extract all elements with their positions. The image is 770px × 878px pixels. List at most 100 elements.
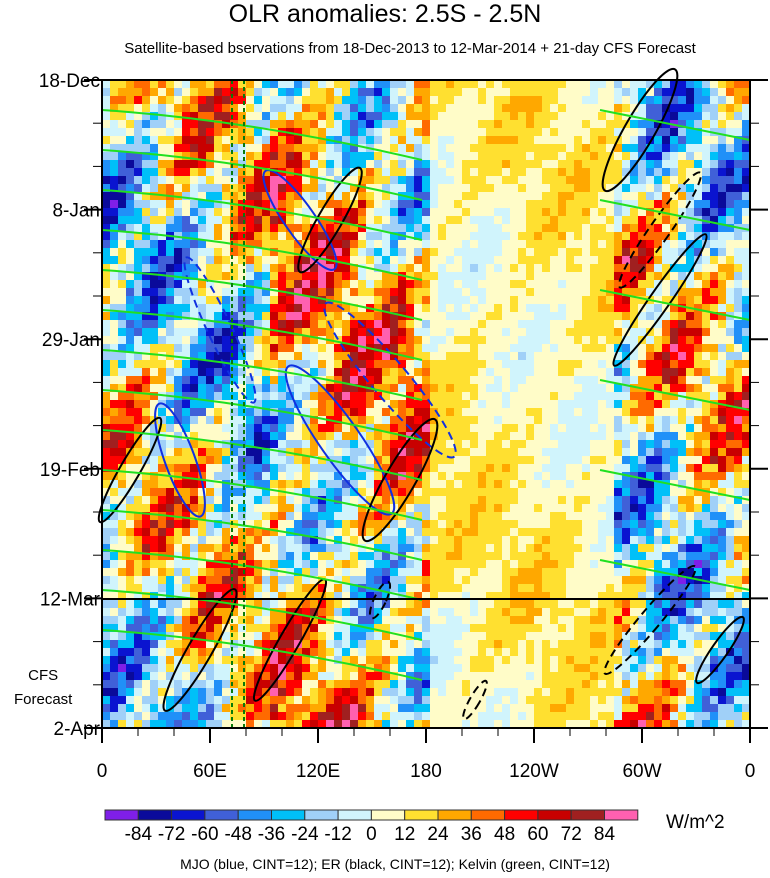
field-cell [718, 104, 726, 112]
field-cell [150, 120, 158, 128]
field-cell [110, 408, 118, 416]
field-cell [390, 192, 398, 200]
field-cell [238, 160, 246, 168]
field-cell [294, 552, 302, 560]
field-cell [238, 328, 246, 336]
field-cell [526, 288, 534, 296]
field-cell [550, 80, 558, 88]
field-cell [398, 480, 406, 488]
field-cell [390, 264, 398, 272]
field-cell [630, 384, 638, 392]
field-cell [342, 480, 350, 488]
field-cell [318, 248, 326, 256]
field-cell [510, 544, 518, 552]
field-cell [158, 176, 166, 184]
field-cell [310, 248, 318, 256]
field-cell [574, 280, 582, 288]
field-cell [294, 392, 302, 400]
field-cell [718, 496, 726, 504]
field-cell [134, 432, 142, 440]
field-cell [342, 520, 350, 528]
field-cell [182, 560, 190, 568]
field-cell [702, 96, 710, 104]
field-cell [158, 360, 166, 368]
field-cell [614, 328, 622, 336]
field-cell [454, 216, 462, 224]
field-cell [150, 320, 158, 328]
field-cell [638, 296, 646, 304]
field-cell [718, 256, 726, 264]
field-cell [374, 544, 382, 552]
field-cell [158, 496, 166, 504]
field-cell [678, 144, 686, 152]
field-cell [350, 424, 358, 432]
field-cell [742, 520, 750, 528]
field-cell [230, 536, 238, 544]
field-cell [190, 464, 198, 472]
field-cell [654, 184, 662, 192]
field-cell [294, 520, 302, 528]
field-cell [382, 416, 390, 424]
field-cell [230, 304, 238, 312]
field-cell [190, 208, 198, 216]
field-cell [110, 96, 118, 104]
field-cell [390, 536, 398, 544]
field-cell [342, 544, 350, 552]
field-cell [414, 120, 422, 128]
field-cell [622, 424, 630, 432]
field-cell [622, 320, 630, 328]
field-cell [230, 552, 238, 560]
field-cell [126, 112, 134, 120]
field-cell [206, 416, 214, 424]
field-cell [422, 128, 430, 136]
field-cell [718, 312, 726, 320]
field-cell [566, 296, 574, 304]
field-cell [478, 120, 486, 128]
field-cell [110, 184, 118, 192]
field-cell [550, 136, 558, 144]
field-cell [206, 432, 214, 440]
field-cell [614, 296, 622, 304]
field-cell [662, 88, 670, 96]
field-cell [566, 544, 574, 552]
field-cell [646, 288, 654, 296]
field-cell [366, 456, 374, 464]
field-cell [126, 272, 134, 280]
field-cell [142, 552, 150, 560]
field-cell [334, 128, 342, 136]
field-cell [494, 104, 502, 112]
field-cell [670, 544, 678, 552]
field-cell [254, 264, 262, 272]
field-cell [422, 168, 430, 176]
field-cell [694, 96, 702, 104]
field-cell [670, 488, 678, 496]
field-cell [342, 296, 350, 304]
field-cell [366, 208, 374, 216]
field-cell [534, 144, 542, 152]
field-cell [606, 472, 614, 480]
field-cell [198, 312, 206, 320]
field-cell [526, 88, 534, 96]
field-cell [334, 456, 342, 464]
field-cell [118, 536, 126, 544]
field-cell [158, 128, 166, 136]
field-cell [574, 512, 582, 520]
field-cell [486, 104, 494, 112]
field-cell [742, 472, 750, 480]
field-cell [166, 528, 174, 536]
field-cell [142, 136, 150, 144]
field-cell [686, 256, 694, 264]
field-cell [606, 376, 614, 384]
field-cell [734, 392, 742, 400]
field-cell [382, 192, 390, 200]
field-cell [446, 112, 454, 120]
field-cell [430, 400, 438, 408]
field-cell [278, 560, 286, 568]
field-cell [350, 488, 358, 496]
field-cell [278, 152, 286, 160]
field-cell [478, 224, 486, 232]
field-cell [118, 552, 126, 560]
field-cell [574, 176, 582, 184]
field-cell [478, 80, 486, 88]
field-cell [102, 472, 110, 480]
